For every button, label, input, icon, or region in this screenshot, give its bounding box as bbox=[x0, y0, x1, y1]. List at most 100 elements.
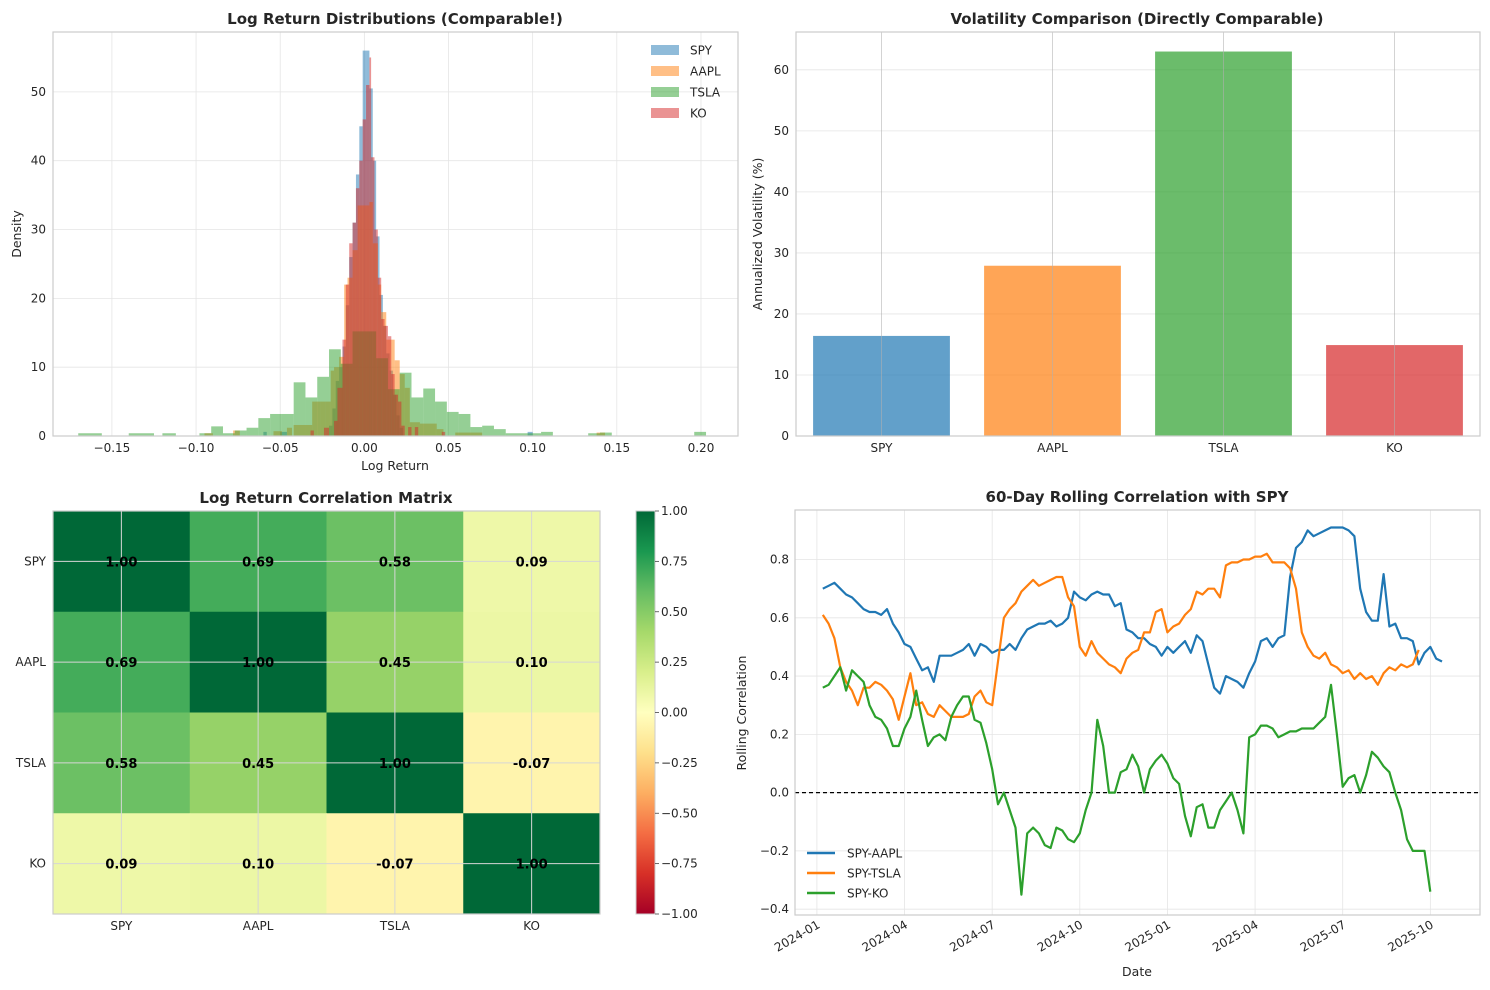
histogram-bar-ko bbox=[362, 119, 367, 436]
histogram-bar-tsla bbox=[411, 397, 424, 436]
histogram-axes-frame bbox=[52, 31, 739, 437]
legend-label-spy-aapl: SPY-AAPL bbox=[847, 847, 903, 861]
heatmap-cell-label: 0.58 bbox=[379, 555, 411, 570]
histogram-bar-ko bbox=[398, 401, 402, 436]
histogram-ytick-label: 40 bbox=[31, 154, 46, 168]
colorbar-tick-label: 0.25 bbox=[661, 655, 688, 669]
histogram-ytick-label: 30 bbox=[31, 223, 46, 237]
colorbar-tick-label: 0.50 bbox=[661, 605, 688, 619]
legend-label-spy-ko: SPY-KO bbox=[847, 887, 888, 901]
heatmap-cell-label: 0.09 bbox=[105, 858, 137, 873]
heatmap-axes-frame bbox=[52, 510, 601, 915]
heatmap-cell-label: 1.00 bbox=[242, 656, 274, 671]
histogram-bar-ko bbox=[391, 374, 395, 436]
histogram-bar-tsla bbox=[541, 431, 553, 436]
rolling-ytick-label: 0.2 bbox=[770, 727, 789, 741]
volatility-panel: 0 10 20 30 40 50 60 SPY AAPL TSLA KO Volatility Co… bbox=[750, 10, 1481, 455]
histogram-bar-ko bbox=[334, 420, 338, 436]
histogram-bar-tsla bbox=[482, 425, 494, 436]
histogram-bar-tsla bbox=[258, 418, 271, 436]
histogram-legend: SPY AAPL TSLA KO bbox=[651, 44, 721, 121]
histogram-bar-ko bbox=[371, 157, 375, 436]
legend-swatch-aapl bbox=[651, 66, 679, 76]
volatility-ytick-label: 30 bbox=[774, 246, 789, 260]
histogram-bar-tsla bbox=[234, 430, 247, 436]
histogram-bar-tsla bbox=[78, 433, 102, 436]
heatmap-ytick-label: AAPL bbox=[15, 655, 46, 669]
rolling-title: 60-Day Rolling Correlation with SPY bbox=[986, 488, 1290, 506]
rolling-ytick-label: −0.2 bbox=[760, 844, 789, 858]
rolling-xtick-label: 2025-01 bbox=[1123, 917, 1173, 954]
colorbar-tick-label: −0.75 bbox=[661, 857, 698, 871]
legend-swatch-ko bbox=[651, 108, 679, 118]
histogram-bar-tsla bbox=[222, 433, 235, 436]
histogram-bar-ko bbox=[345, 284, 350, 436]
histogram-ytick-label: 20 bbox=[31, 291, 46, 305]
heatmap-title: Log Return Correlation Matrix bbox=[199, 489, 453, 507]
histogram-bar-tsla bbox=[317, 376, 330, 436]
heatmap-xtick-label: KO bbox=[523, 919, 540, 933]
histogram-ytick-label: 50 bbox=[31, 85, 46, 99]
histogram-bar-ko bbox=[355, 188, 360, 436]
heatmap-cell-label: -0.07 bbox=[513, 757, 550, 772]
histogram-xtick-label: 0.15 bbox=[603, 441, 630, 455]
histogram-bar-tsla bbox=[446, 411, 459, 436]
rolling-ylabel: Rolling Correlation bbox=[734, 656, 749, 771]
histogram-xtick-label: 0.10 bbox=[519, 441, 546, 455]
histogram-bar-tsla bbox=[694, 431, 707, 436]
histogram-bar-ko bbox=[374, 229, 378, 436]
heatmap-ytick-label: SPY bbox=[24, 554, 47, 568]
volatility-xtick-label: KO bbox=[1386, 441, 1403, 455]
colorbar-tick-label: −0.50 bbox=[661, 806, 698, 820]
histogram-bar-tsla bbox=[470, 427, 483, 436]
histogram-ytick-label: 0 bbox=[38, 429, 46, 443]
heatmap-ytick-label: TSLA bbox=[15, 756, 47, 770]
volatility-ytick-label: 50 bbox=[774, 124, 789, 138]
histogram-bar-tsla bbox=[211, 426, 223, 436]
heatmap-cell-label: 0.45 bbox=[379, 656, 411, 671]
histogram-bar-ko bbox=[337, 387, 343, 436]
rolling-xtick-label: 2025-07 bbox=[1298, 917, 1348, 954]
histogram-ylabel: Density bbox=[9, 210, 24, 258]
legend-label-spy-tsla: SPY-TSLA bbox=[847, 867, 902, 881]
rolling-line-spy-aapl bbox=[822, 526, 1443, 695]
histogram-bar-tsla bbox=[599, 432, 612, 436]
colorbar bbox=[635, 510, 656, 915]
histogram-bar-tsla bbox=[423, 388, 436, 436]
volatility-ytick-label: 0 bbox=[781, 429, 789, 443]
volatility-ytick-label: 20 bbox=[774, 307, 789, 321]
histogram-bar-ko bbox=[394, 394, 399, 436]
histogram-bar-tsla bbox=[588, 433, 600, 436]
heatmap-cell-label: 0.69 bbox=[242, 555, 274, 570]
histogram-bar-ko bbox=[323, 427, 330, 436]
heatmap-cell-label: 1.00 bbox=[516, 858, 548, 873]
histogram-ytick-label: 10 bbox=[31, 360, 46, 374]
rolling-correlation-panel: 2024-01 2024-04 2024-07 2024-10 2025-01 2025-… bbox=[734, 488, 1481, 979]
correlation-heatmap-panel: 1.00 0.69 0.58 0.09 0.69 1.00 0.45 0.10 0.58 0.45… bbox=[15, 489, 698, 933]
rolling-ytick-label: 0.4 bbox=[770, 669, 789, 683]
rolling-xtick-label: 2024-04 bbox=[860, 917, 910, 954]
histogram-bar-tsla bbox=[281, 413, 294, 436]
heatmap-cell-label: 1.00 bbox=[105, 555, 137, 570]
histogram-title: Log Return Distributions (Comparable!) bbox=[227, 10, 563, 28]
volatility-axes-frame bbox=[795, 31, 1481, 437]
histogram-bar-tsla bbox=[399, 372, 412, 436]
rolling-ytick-label: 0.6 bbox=[770, 611, 789, 625]
heatmap-xtick-label: SPY bbox=[110, 919, 133, 933]
histogram-bar-ko bbox=[384, 325, 388, 436]
colorbar-tick-label: 0.00 bbox=[661, 706, 688, 720]
histogram-xtick-label: −0.15 bbox=[94, 441, 131, 455]
rolling-legend: SPY-AAPL SPY-TSLA SPY-KO bbox=[807, 847, 903, 901]
histogram-bar-tsla bbox=[517, 433, 530, 436]
histogram-panel: −0.15 −0.10 −0.05 0.00 0.05 0.10 0.15 0.20 0 10 20… bbox=[9, 10, 739, 473]
histogram-bar-ko bbox=[381, 318, 385, 436]
colorbar-tick-label: 1.00 bbox=[661, 504, 688, 518]
volatility-ytick-label: 10 bbox=[774, 368, 789, 382]
histogram-bar-ko bbox=[414, 427, 419, 436]
histogram-bar-tsla bbox=[329, 349, 341, 436]
rolling-xtick-label: 2024-01 bbox=[772, 917, 822, 954]
heatmap-cell-label: 0.10 bbox=[516, 656, 548, 671]
histogram-bar-tsla bbox=[246, 427, 259, 436]
volatility-ylabel: Annualized Volatility (%) bbox=[750, 158, 765, 311]
histogram-bar-ko bbox=[366, 84, 370, 437]
